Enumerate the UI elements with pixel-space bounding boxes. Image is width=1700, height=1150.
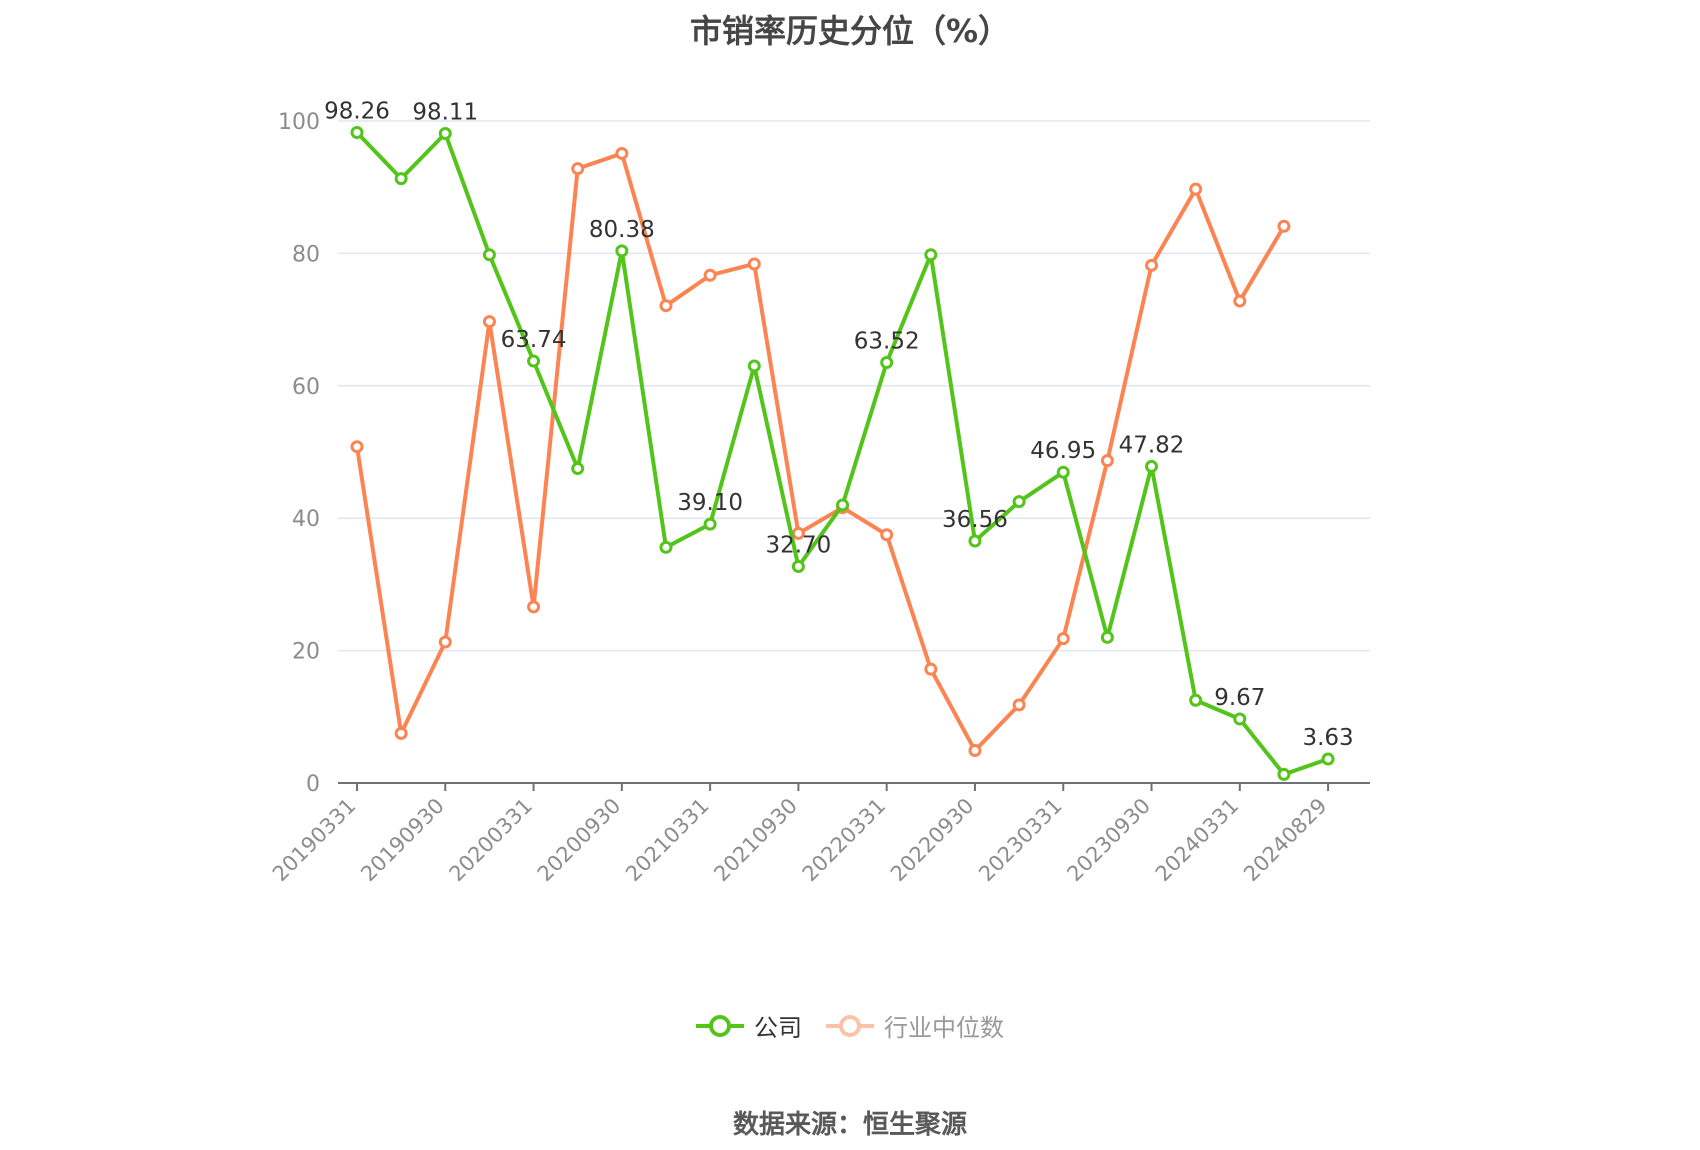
data-point[interactable]	[527, 354, 541, 368]
x-tick-label: 20220930	[886, 794, 979, 887]
y-tick-label: 80	[292, 242, 320, 267]
data-point[interactable]	[615, 244, 629, 258]
data-point[interactable]	[438, 127, 452, 141]
x-tick-label: 20230331	[974, 794, 1067, 887]
data-point[interactable]	[571, 162, 585, 176]
x-tick-label: 20190930	[356, 794, 449, 887]
data-point[interactable]	[350, 126, 364, 140]
data-point[interactable]	[1277, 219, 1291, 233]
data-point[interactable]	[880, 355, 894, 369]
data-point[interactable]	[1189, 693, 1203, 707]
data-label: 39.10	[677, 490, 743, 516]
data-point[interactable]	[880, 528, 894, 542]
data-point[interactable]	[1189, 182, 1203, 196]
data-source: 数据来源：恒生聚源	[732, 1110, 967, 1140]
data-point[interactable]	[659, 540, 673, 554]
x-axis: 2019033120190930202003312020093020210331…	[268, 782, 1370, 887]
legend-label-company: 公司	[754, 1014, 802, 1042]
data-point[interactable]	[968, 534, 982, 548]
data-point[interactable]	[482, 315, 496, 329]
x-tick-label: 20220331	[798, 794, 891, 887]
data-label: 98.26	[324, 99, 390, 125]
data-point[interactable]	[924, 662, 938, 676]
data-label: 63.74	[501, 327, 567, 353]
legend-item-industry-median[interactable]: 行业中位数	[826, 1008, 1004, 1043]
data-point[interactable]	[394, 172, 408, 186]
x-tick-label: 20240331	[1151, 794, 1244, 887]
y-tick-label: 60	[292, 375, 320, 400]
industry-median-line	[355, 151, 1286, 753]
x-tick-label: 20210331	[621, 794, 714, 887]
data-point[interactable]	[1145, 258, 1159, 272]
data-point[interactable]	[1056, 632, 1070, 646]
data-point[interactable]	[1012, 698, 1026, 712]
x-tick-label: 20190331	[268, 794, 361, 887]
data-point[interactable]	[527, 600, 541, 614]
data-point[interactable]	[791, 560, 805, 574]
data-point[interactable]	[747, 359, 761, 373]
legend-company-line-icon	[696, 1014, 744, 1037]
data-point[interactable]	[1100, 630, 1114, 644]
legend-industry-line-icon	[826, 1014, 874, 1037]
data-point[interactable]	[968, 744, 982, 758]
data-label: 63.52	[854, 328, 920, 354]
data-point[interactable]	[1233, 712, 1247, 726]
series-lines	[350, 126, 1335, 781]
data-point[interactable]	[836, 498, 850, 512]
data-point[interactable]	[703, 268, 717, 282]
data-label: 3.63	[1302, 725, 1353, 751]
data-point[interactable]	[1012, 495, 1026, 509]
data-point[interactable]	[924, 248, 938, 262]
y-axis: 0 20 40 60 80 100	[278, 110, 320, 797]
data-point[interactable]	[438, 635, 452, 649]
grid-lines	[338, 120, 1370, 652]
data-point[interactable]	[394, 726, 408, 740]
data-point[interactable]	[482, 248, 496, 262]
data-point[interactable]	[615, 146, 629, 160]
data-point[interactable]	[1233, 294, 1247, 308]
data-label: 32.70	[765, 533, 831, 559]
x-tick-label: 20200331	[445, 794, 538, 887]
data-point[interactable]	[659, 299, 673, 313]
y-tick-label: 40	[292, 507, 320, 532]
data-label: 9.67	[1214, 685, 1265, 711]
legend-label-industry-median: 行业中位数	[884, 1014, 1004, 1042]
data-point[interactable]	[791, 526, 805, 540]
data-labels: 98.26 98.11 63.74 80.38 39.10 32.70 63.52 36.56…	[324, 99, 1354, 751]
data-label: 98.11	[412, 100, 478, 126]
data-point[interactable]	[703, 517, 717, 531]
x-tick-label: 20200930	[533, 794, 626, 887]
data-point[interactable]	[571, 462, 585, 476]
x-tick-label: 20230930	[1063, 794, 1156, 887]
data-point[interactable]	[1145, 459, 1159, 473]
data-label: 46.95	[1030, 438, 1096, 464]
data-point[interactable]	[1321, 752, 1335, 766]
chart-title: 市销率历史分位（%）	[689, 12, 1011, 50]
y-tick-label: 0	[306, 772, 320, 797]
y-tick-label: 20	[292, 640, 320, 665]
legend-item-company[interactable]: 公司	[696, 1008, 802, 1043]
legend: 公司 行业中位数	[0, 1008, 1700, 1043]
data-point[interactable]	[1277, 767, 1291, 781]
data-point[interactable]	[747, 257, 761, 271]
data-label: 80.38	[589, 217, 655, 243]
x-tick-label: 20240829	[1239, 794, 1332, 887]
data-point[interactable]	[1100, 454, 1114, 468]
y-tick-label: 100	[278, 110, 320, 135]
x-tick-label: 20210930	[709, 794, 802, 887]
data-label: 36.56	[942, 507, 1008, 533]
data-point[interactable]	[1056, 465, 1070, 479]
data-point[interactable]	[350, 440, 364, 454]
data-label: 47.82	[1119, 432, 1185, 458]
